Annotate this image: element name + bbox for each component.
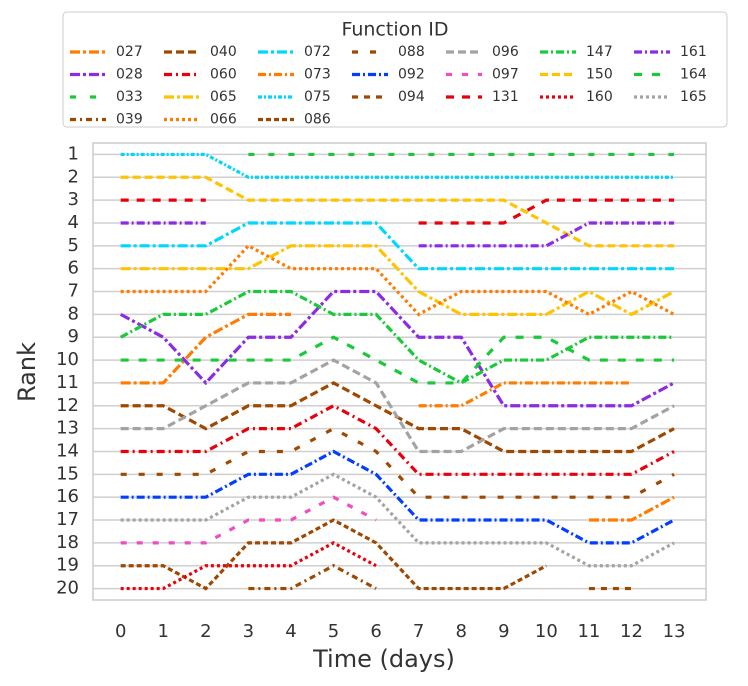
y-tick-label: 8 <box>68 303 79 324</box>
x-tick-label: 4 <box>285 621 296 642</box>
x-tick-label: 2 <box>200 621 211 642</box>
legend-label: 161 <box>680 44 707 60</box>
series-line <box>120 152 675 179</box>
y-tick-label: 3 <box>68 189 79 210</box>
x-tick-label: 3 <box>243 621 254 642</box>
series-line <box>120 403 675 476</box>
y-tick-label: 13 <box>56 418 79 439</box>
legend-label: 086 <box>304 112 331 128</box>
x-tick-label: 0 <box>115 621 126 642</box>
series-line <box>120 198 675 225</box>
legend-label: 092 <box>398 67 425 83</box>
series-line <box>119 289 675 385</box>
legend-label: 040 <box>210 44 237 60</box>
series-line <box>120 358 675 454</box>
x-tick-label: 13 <box>663 621 686 642</box>
y-tick-label: 9 <box>68 326 79 347</box>
legend-label: 027 <box>116 44 143 60</box>
y-tick-label: 6 <box>68 258 79 279</box>
x-tick-label: 9 <box>498 621 509 642</box>
legend-label: 094 <box>398 89 425 105</box>
y-tick-label: 16 <box>56 486 79 507</box>
legend-label: 072 <box>304 44 331 60</box>
series-line <box>119 289 675 408</box>
legend-label: 131 <box>492 89 519 105</box>
series-line <box>120 244 675 317</box>
y-tick-label: 12 <box>56 395 79 416</box>
legend-title: Function ID <box>341 19 448 41</box>
x-tick-label: 1 <box>158 621 169 642</box>
y-tick-label: 14 <box>56 440 79 461</box>
plot-border <box>92 142 707 601</box>
legend-label: 060 <box>210 67 237 83</box>
x-tick-label: 7 <box>413 621 424 642</box>
series-line <box>120 449 675 545</box>
y-tick-label: 20 <box>56 578 79 599</box>
series-line <box>120 221 675 248</box>
x-tick-label: 5 <box>328 621 339 642</box>
x-tick-label: 12 <box>620 621 643 642</box>
y-tick-label: 7 <box>68 281 79 302</box>
legend-label: 075 <box>304 89 331 105</box>
y-tick-label: 18 <box>56 532 79 553</box>
legend-label: 033 <box>116 89 143 105</box>
y-tick-label: 11 <box>56 372 79 393</box>
x-axis-label: Time (days) <box>312 645 455 673</box>
series-line <box>248 563 377 591</box>
legend-label: 165 <box>680 89 707 105</box>
y-tick-label: 5 <box>68 235 79 256</box>
series-line <box>120 221 675 271</box>
legend-label: 066 <box>210 112 237 128</box>
series-line <box>120 426 675 499</box>
y-tick-label: 1 <box>68 143 79 164</box>
series-line <box>120 175 675 248</box>
y-tick-label: 4 <box>68 212 79 233</box>
y-tick-label: 19 <box>56 555 79 576</box>
y-axis-label: Rank <box>13 342 41 402</box>
legend-label: 088 <box>398 44 425 60</box>
legend-label: 160 <box>586 89 613 105</box>
x-tick-label: 6 <box>370 621 381 642</box>
x-tick-label: 8 <box>455 621 466 642</box>
x-tick-label: 10 <box>535 621 558 642</box>
legend-label: 096 <box>492 44 519 60</box>
legend-label: 073 <box>304 67 331 83</box>
legend-label: 150 <box>586 67 613 83</box>
series-line <box>120 243 675 317</box>
legend-label: 065 <box>210 89 237 105</box>
legend-label: 164 <box>680 67 707 83</box>
legend-label: 147 <box>586 44 613 60</box>
y-tick-label: 17 <box>56 509 79 530</box>
y-tick-label: 15 <box>56 463 79 484</box>
series-line <box>120 518 548 591</box>
series-line <box>120 335 675 385</box>
series-line <box>120 312 675 522</box>
series-line <box>418 381 632 408</box>
legend-label: 028 <box>116 67 143 83</box>
x-tick-label: 11 <box>577 621 600 642</box>
legend-label: 097 <box>492 67 519 83</box>
y-tick-label: 10 <box>56 349 79 370</box>
legend-label: 039 <box>116 112 143 128</box>
y-tick-label: 2 <box>68 166 79 187</box>
plot-lines <box>119 152 675 591</box>
